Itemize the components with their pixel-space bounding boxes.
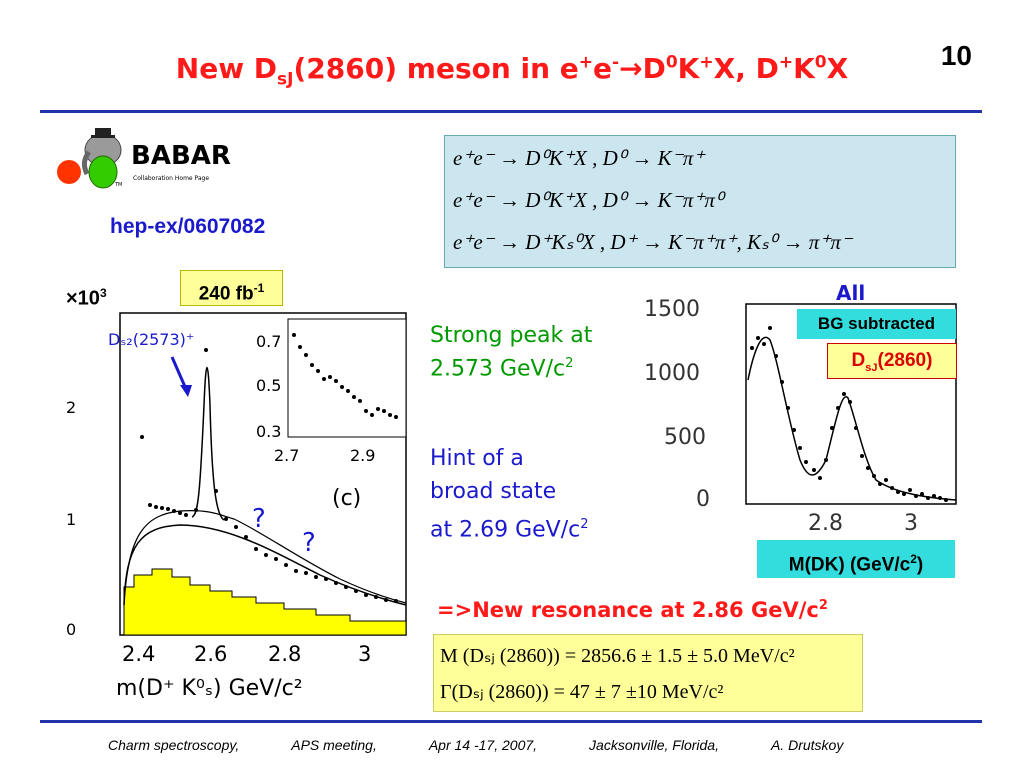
right-x-tick: 2.8: [808, 511, 843, 535]
footer-item: Jacksonville, Florida,: [589, 737, 719, 753]
footer: Charm spectroscopy, APS meeting, Apr 14 -1…: [108, 737, 843, 753]
inset-y-tick: 0.7: [256, 332, 281, 351]
question-mark: ?: [252, 504, 266, 534]
footer-rule: [40, 720, 982, 723]
x-tick: 2.8: [268, 642, 301, 666]
mass-spectrum-plot: 2 1 0 Dₛ₂(2573)⁺ 0.7 0.5 0.3 2.7 2.9 (c)…: [66, 312, 407, 701]
equation-3: e⁺e⁻ → D⁺Kₛ⁰X , D⁺ → K⁻π⁺π⁺, Kₛ⁰ → π⁺π⁻: [453, 230, 852, 254]
logo-subtitle: Collaboration Home Page: [133, 175, 209, 182]
peak-label: Dₛ₂(2573)⁺: [108, 330, 194, 349]
y-scale-label: ×103: [66, 286, 107, 310]
strong-peak-note-2: 2.573 GeV/c2: [430, 356, 574, 382]
inset-y-tick: 0.3: [256, 422, 281, 441]
y-tick: 0: [66, 620, 76, 639]
logo-tm: TM: [114, 182, 122, 188]
slide-title: New DsJ(2860) meson in e+e-→D0K+X, D+K0X: [175, 52, 849, 90]
bg-subtracted-label: BG subtracted: [797, 309, 956, 339]
x-tick: 3: [358, 642, 371, 666]
right-plot-header: All: [836, 281, 865, 305]
right-y-tick: 0: [696, 487, 710, 512]
inset-plot: [287, 318, 407, 438]
y-tick: 2: [66, 398, 76, 417]
width-result: Γ(Dₛⱼ (2860)) = 47 ± 7 ±10 MeV/c²: [440, 681, 724, 703]
page-number: 10: [940, 40, 972, 71]
inset-x-tick: 2.7: [274, 446, 299, 465]
right-y-tick: 1000: [644, 361, 700, 386]
y-tick: 1: [66, 510, 76, 529]
mass-result: M (Dₛⱼ (2860)) = 2856.6 ± 1.5 ± 5.0 MeV/…: [440, 645, 795, 667]
reference-label: hep-ex/0607082: [110, 215, 266, 238]
right-data-points: [750, 326, 948, 502]
footer-item: A. Drutskoy: [770, 737, 844, 753]
right-y-tick: 500: [664, 425, 706, 450]
resonance-results: M (Dₛⱼ (2860)) = 2856.6 ± 1.5 ± 5.0 MeV/…: [433, 634, 863, 712]
luminosity-box: 240 fb-1: [180, 270, 283, 306]
new-resonance-heading: =>New resonance at 2.86 GeV/c2: [437, 598, 828, 622]
question-mark: ?: [302, 528, 316, 558]
inset-y-tick: 0.5: [256, 376, 281, 395]
x-tick: 2.6: [194, 642, 227, 666]
footer-item: APS meeting,: [291, 737, 377, 753]
footer-item: Apr 14 -17, 2007,: [428, 737, 538, 753]
peak-arrow: [170, 356, 188, 390]
right-y-tick: 1500: [644, 297, 700, 322]
data-points: [140, 348, 398, 603]
hint-note-1: Hint of a: [430, 446, 524, 471]
panel-label: (c): [332, 486, 361, 511]
equation-1: e⁺e⁻ → D⁰K⁺X , D⁰ → K⁻π⁺: [453, 146, 705, 170]
x-tick: 2.4: [122, 642, 155, 666]
footer-item: Charm spectroscopy,: [108, 737, 240, 753]
babar-logo: BABAR Collaboration Home Page TM: [55, 122, 245, 194]
equation-2: e⁺e⁻ → D⁰K⁺X , D⁰ → K⁻π⁺π⁰: [453, 188, 724, 212]
inset-x-tick: 2.9: [350, 446, 375, 465]
dsj-2860-label: DsJ(2860): [827, 343, 957, 379]
mass-axis-label: M(DK) (GeV/c2): [757, 540, 955, 578]
x-axis-label: m(D⁺ K⁰ₛ) GeV/c²: [116, 676, 303, 701]
title-rule: [40, 110, 982, 113]
logo-name: BABAR: [131, 141, 231, 171]
hint-note-3: at 2.69 GeV/c2: [430, 517, 589, 543]
hint-note-2: broad state: [430, 479, 557, 504]
right-x-tick: 3: [904, 511, 918, 535]
decay-equations: e⁺e⁻ → D⁰K⁺X , D⁰ → K⁻π⁺ e⁺e⁻ → D⁰K⁺X , …: [444, 135, 956, 268]
peak-arrow-head: [180, 385, 192, 397]
strong-peak-note-1: Strong peak at: [430, 323, 593, 348]
